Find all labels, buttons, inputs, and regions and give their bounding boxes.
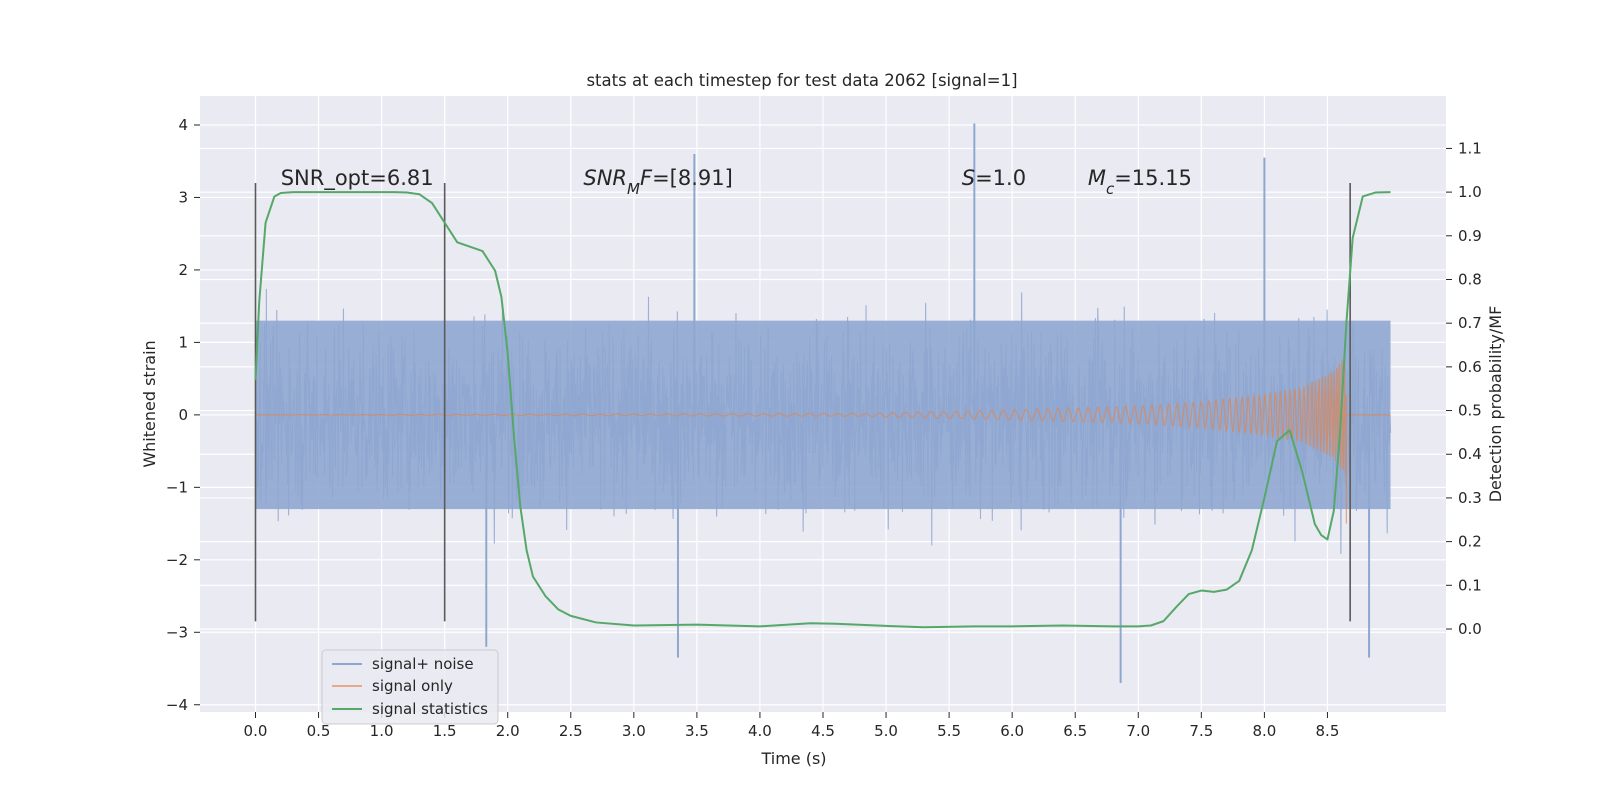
annotation-segment: F (640, 166, 653, 190)
annotation-segment: c (1106, 180, 1115, 198)
x-tick-label: 1.0 (370, 722, 394, 740)
y-right-tick-label: 0.0 (1458, 620, 1482, 638)
y-left-tick-label: 2 (178, 261, 188, 279)
y-left-tick-label: −1 (166, 478, 188, 496)
annotation-segment: M (1088, 166, 1106, 190)
legend-label-signal-plus-noise: signal+ noise (372, 655, 474, 673)
x-tick-label: 5.5 (937, 722, 961, 740)
annotation-segment: =15.15 (1114, 166, 1192, 190)
annotation-text: Mc=15.15 (1088, 166, 1192, 198)
x-tick-label: 7.0 (1126, 722, 1150, 740)
annotation-segment: SNR (583, 166, 627, 190)
y-left-tick-label: 4 (178, 116, 188, 134)
left-axis: 4 3 2 1 0 −1 −2 −3 −4 (166, 116, 200, 714)
signal-statistics-line (254, 191, 1391, 629)
y-left-tick-label: −2 (166, 551, 188, 569)
signal-only-trace (255, 356, 1391, 524)
annotation-text: S=1.0 (962, 166, 1026, 190)
x-tick-label: 2.5 (559, 722, 583, 740)
x-tick-label: 7.5 (1189, 722, 1213, 740)
segment-markers (254, 182, 1351, 622)
x-tick-label: 0.0 (244, 722, 268, 740)
y-right-tick-label: 0.6 (1458, 358, 1482, 376)
x-tick-label: 5.0 (874, 722, 898, 740)
annotations: SNR_opt=6.81 SNRMF=[8.91] S=1.0 Mc=15.15 (281, 166, 1192, 198)
x-tick-label: 2.0 (496, 722, 520, 740)
x-tick-label: 0.5 (307, 722, 331, 740)
bottom-axis: 0.0 0.5 1.0 1.5 2.0 2.5 3.0 3.5 4.0 4.5 5.0 5.5 6.0 6… (244, 712, 1340, 740)
y-axis-left-label: Whitened strain (140, 340, 159, 467)
x-tick-label: 3.5 (685, 722, 709, 740)
annotation-segment: S (962, 166, 975, 190)
y-right-tick-label: 0.5 (1458, 402, 1482, 420)
annotation-text: SNR_opt=6.81 (281, 166, 434, 191)
y-right-tick-label: 0.9 (1458, 227, 1482, 245)
y-right-tick-label: 1.0 (1458, 183, 1482, 201)
right-axis: 1.1 1.0 0.9 0.8 0.7 0.6 0.5 0.4 0.3 0.2 0.1 0.0 (1446, 139, 1482, 638)
y-right-tick-label: 0.4 (1458, 445, 1482, 463)
y-right-tick-label: 0.7 (1458, 314, 1482, 332)
legend: signal+ noise signal only signal statist… (321, 649, 499, 725)
y-right-tick-label: 0.1 (1458, 576, 1482, 594)
y-right-tick-label: 0.8 (1458, 270, 1482, 288)
y-left-tick-label: 3 (178, 188, 188, 206)
y-right-tick-label: 0.2 (1458, 533, 1482, 551)
y-left-tick-label: 0 (178, 406, 188, 424)
x-tick-label: 4.0 (748, 722, 772, 740)
y-left-tick-label: −4 (166, 696, 188, 714)
annotation-segment: M (627, 180, 640, 198)
x-tick-label: 6.0 (1000, 722, 1024, 740)
y-left-tick-label: 1 (178, 333, 188, 351)
annotation-segment: =[8.91] (652, 166, 733, 190)
annotation-text: SNRMF=[8.91] (583, 166, 732, 198)
y-right-tick-label: 0.3 (1458, 489, 1482, 507)
x-tick-label: 8.5 (1316, 722, 1340, 740)
y-left-tick-label: −3 (166, 623, 188, 641)
signal-only-series (255, 356, 1391, 524)
y-right-tick-label: 1.1 (1458, 139, 1482, 157)
legend-label-signal-only: signal only (372, 677, 453, 695)
legend-box (321, 649, 499, 725)
x-tick-label: 8.0 (1252, 722, 1276, 740)
x-tick-label: 4.5 (811, 722, 835, 740)
y-axis-right-label: Detection probability/MF (1486, 306, 1505, 503)
annotation-segment: =1.0 (975, 166, 1026, 190)
legend-label-signal-statistics: signal statistics (372, 700, 488, 718)
x-tick-label: 6.5 (1063, 722, 1087, 740)
x-tick-label: 3.0 (622, 722, 646, 740)
chart-title: stats at each timestep for test data 206… (586, 71, 1017, 90)
x-tick-label: 1.5 (433, 722, 457, 740)
signal-statistics-series (254, 191, 1391, 629)
x-axis-label: Time (s) (760, 749, 826, 768)
